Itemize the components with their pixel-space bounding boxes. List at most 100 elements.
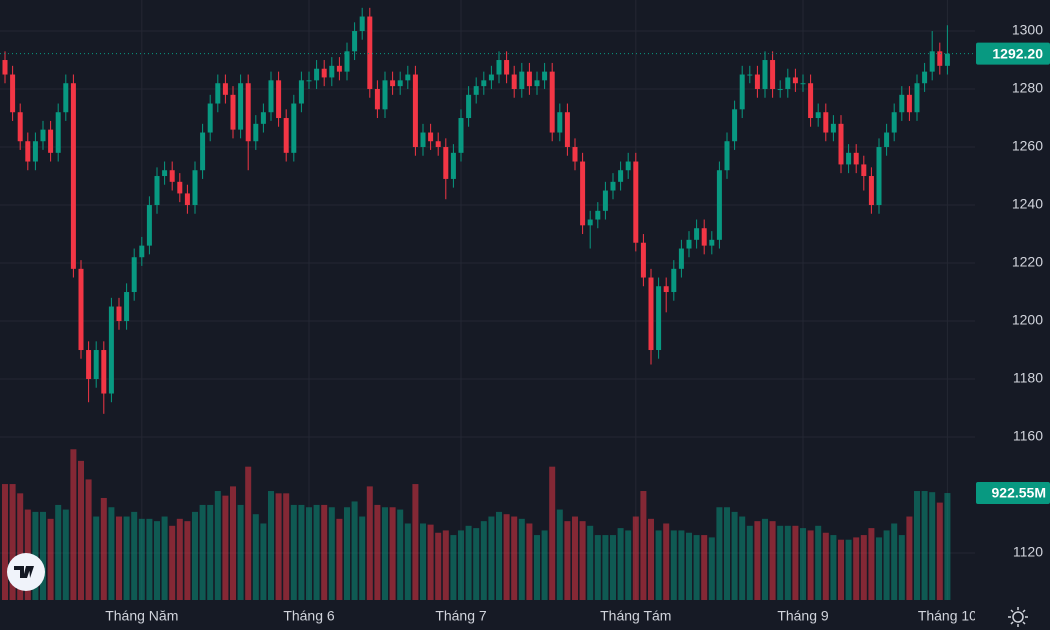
volume-bar: [458, 530, 464, 600]
candle-body: [374, 89, 380, 110]
candle-body: [245, 83, 251, 142]
candle-body: [739, 74, 745, 110]
volume-bar: [746, 525, 753, 600]
candle-body: [732, 109, 738, 142]
candle-body: [306, 80, 312, 82]
volume-bar: [860, 535, 867, 600]
volume-bar: [807, 530, 814, 600]
volume-bar: [739, 516, 746, 600]
candle-body: [944, 53, 950, 66]
volume-bar: [131, 511, 138, 600]
volume-bar: [610, 535, 616, 600]
volume-bar: [328, 507, 335, 600]
volume-bar: [777, 525, 784, 600]
candle-body: [86, 350, 92, 380]
candle-body: [815, 112, 821, 119]
candle-body: [587, 219, 593, 226]
candle-body: [169, 170, 175, 182]
candle-body: [222, 83, 228, 95]
grid: [0, 0, 975, 600]
volume-bar: [762, 518, 768, 600]
candle-body: [359, 16, 365, 32]
candle-body: [63, 83, 69, 113]
volume-bar: [123, 516, 130, 600]
volume-bar: [503, 514, 510, 600]
volume-bar: [55, 504, 62, 600]
candle-body: [861, 164, 867, 177]
volume-bar: [693, 535, 700, 600]
volume-bar: [138, 518, 145, 600]
volume-bar: [351, 501, 358, 600]
candle-body: [108, 306, 114, 394]
candle-body: [215, 83, 221, 104]
volume-bar: [313, 504, 320, 600]
volume-bar: [754, 521, 761, 600]
volume-bar: [245, 466, 252, 600]
volume-bar: [663, 523, 670, 600]
candle-body: [55, 112, 61, 153]
candle-body: [405, 74, 411, 81]
volume-bar: [883, 530, 890, 600]
volume-bar: [268, 491, 274, 600]
volume-bar: [708, 537, 715, 600]
volume-bar: [93, 516, 100, 600]
volume-pane: [2, 449, 951, 600]
price-axis: [975, 0, 1050, 630]
candle-body: [564, 112, 570, 148]
volume-bar: [116, 516, 122, 600]
volume-bar: [549, 466, 556, 600]
volume-bar: [891, 523, 898, 600]
candle-body: [314, 68, 320, 81]
candle-body: [344, 51, 350, 72]
candle-body: [557, 112, 563, 133]
volume-bar: [648, 518, 654, 600]
volume-bar: [541, 530, 548, 600]
x-tick-label: Tháng 7: [435, 608, 487, 624]
candle-body: [390, 80, 396, 87]
volume-bar: [906, 516, 913, 600]
volume-bar: [876, 537, 882, 600]
y-tick-label: 1300: [1012, 22, 1043, 38]
candle-body: [253, 123, 259, 142]
candle-body: [78, 268, 84, 351]
volume-bar: [404, 523, 411, 600]
volume-bar: [526, 523, 533, 600]
volume-bar: [382, 507, 388, 600]
price-axis-mask: [975, 600, 1050, 630]
candle-body: [678, 248, 684, 269]
volume-bar: [617, 528, 624, 600]
candle-body: [572, 147, 578, 162]
volume-bar: [678, 530, 685, 600]
candle-body: [488, 74, 494, 81]
y-tick-label: 1280: [1012, 80, 1043, 96]
candle-body: [542, 71, 548, 81]
volume-bar: [412, 484, 419, 600]
volume-bar: [108, 507, 115, 600]
candle-body: [549, 71, 555, 133]
candle-body: [686, 239, 692, 249]
settings-icon[interactable]: [1008, 607, 1028, 627]
candle-body: [276, 80, 282, 119]
volume-bar: [465, 525, 472, 600]
candle-body: [625, 161, 631, 171]
candle-body: [25, 141, 31, 162]
tv-logo[interactable]: [7, 553, 45, 591]
y-tick-label: 1240: [1012, 196, 1043, 212]
candle-body: [10, 74, 16, 113]
volume-bar: [686, 532, 692, 600]
volume-bar: [511, 516, 518, 600]
candle-body: [131, 257, 137, 293]
gear-teeth: [1008, 607, 1028, 627]
candle-body: [633, 161, 639, 243]
volume-bar: [518, 518, 525, 600]
candle-body: [412, 74, 418, 148]
volume-bar: [815, 525, 822, 600]
candle-body: [192, 170, 198, 206]
volume-bar: [769, 521, 776, 600]
candle-body: [48, 129, 54, 153]
volume-bar: [40, 511, 46, 600]
candle-body: [466, 94, 472, 119]
candle-body: [906, 94, 912, 113]
candle-body: [146, 205, 152, 246]
x-tick-label: Tháng 9: [777, 608, 829, 624]
